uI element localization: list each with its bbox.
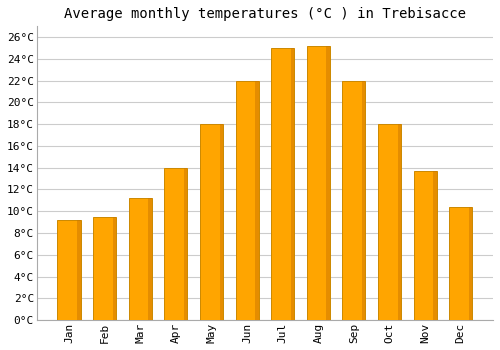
Bar [184, 168, 188, 320]
Bar [220, 124, 223, 320]
Bar [271, 48, 294, 320]
Title: Average monthly temperatures (°C ) in Trebisacce: Average monthly temperatures (°C ) in Tr… [64, 7, 466, 21]
Bar [449, 207, 472, 320]
Bar [326, 46, 330, 320]
Bar [469, 207, 472, 320]
Bar [306, 46, 330, 320]
Bar [200, 124, 223, 320]
Bar [128, 198, 152, 320]
Bar [77, 220, 80, 320]
Bar [433, 171, 436, 320]
Bar [342, 81, 365, 320]
Bar [164, 168, 188, 320]
Bar [112, 217, 116, 320]
Bar [398, 124, 401, 320]
Bar [93, 217, 116, 320]
Bar [362, 81, 366, 320]
Bar [414, 171, 436, 320]
Bar [255, 81, 258, 320]
Bar [378, 124, 401, 320]
Bar [236, 81, 258, 320]
Bar [148, 198, 152, 320]
Bar [58, 220, 80, 320]
Bar [291, 48, 294, 320]
